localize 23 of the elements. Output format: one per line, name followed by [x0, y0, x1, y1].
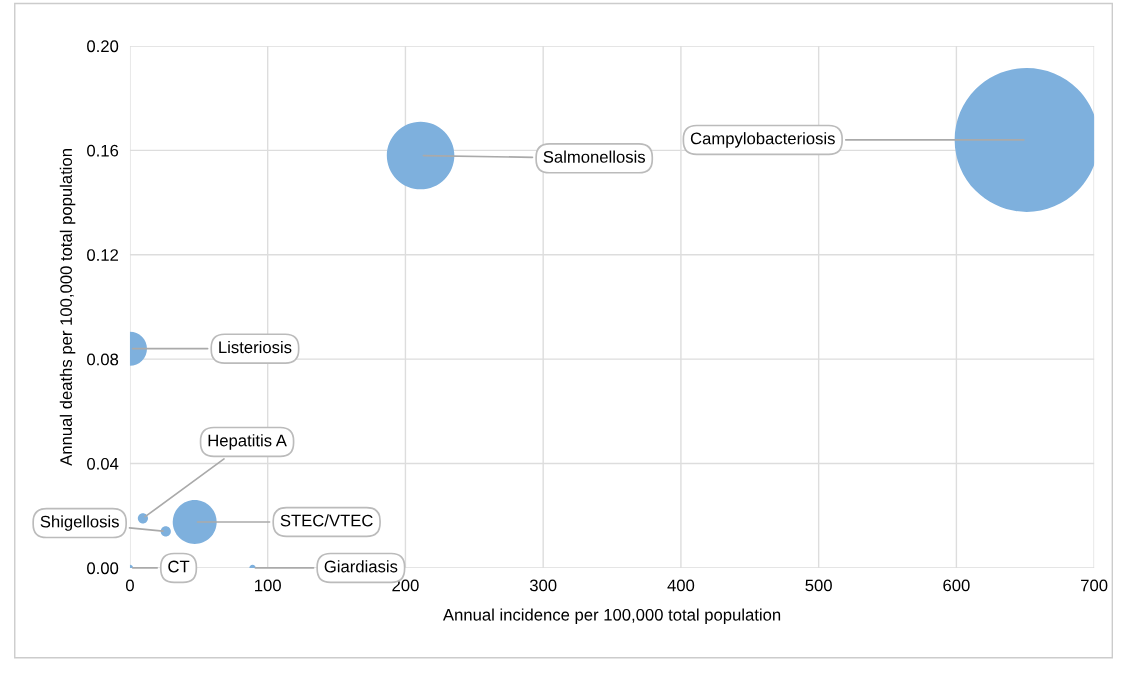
annotation: Salmonellosis: [543, 150, 646, 163]
x-tick-label: 700: [1081, 579, 1108, 592]
y-tick-label: 0.04: [87, 457, 119, 470]
annotation: Campylobacteriosis: [690, 132, 835, 148]
annotation: Giardiasis: [324, 560, 398, 573]
x-tick-label: 100: [255, 579, 281, 592]
x-tick-label: 0: [125, 579, 134, 592]
x-tick-label: 300: [529, 579, 557, 592]
x-axis-title: Annual incidence per 100,000 total population: [442, 608, 781, 625]
y-tick-label: 0.16: [87, 144, 119, 157]
x-tick-label: 600: [943, 579, 970, 592]
y-tick-label: 0.12: [87, 249, 119, 261]
y-tick-label: 0.20: [87, 40, 119, 53]
y-axis-title: Annual deaths per 100,000 total population: [59, 149, 76, 466]
annotation: Hepatitis A: [208, 434, 287, 450]
annotation: Shigellosis: [40, 515, 119, 531]
y-tick-label: 0.08: [87, 353, 119, 366]
annotation: CT: [168, 560, 190, 573]
y-tick-label: 0.00: [87, 562, 119, 575]
x-tick-label: 400: [667, 579, 695, 592]
annotation: Listeriosis: [219, 340, 292, 354]
x-tick-label: 500: [805, 579, 832, 592]
annotation: STEC/VTEC: [280, 514, 373, 527]
